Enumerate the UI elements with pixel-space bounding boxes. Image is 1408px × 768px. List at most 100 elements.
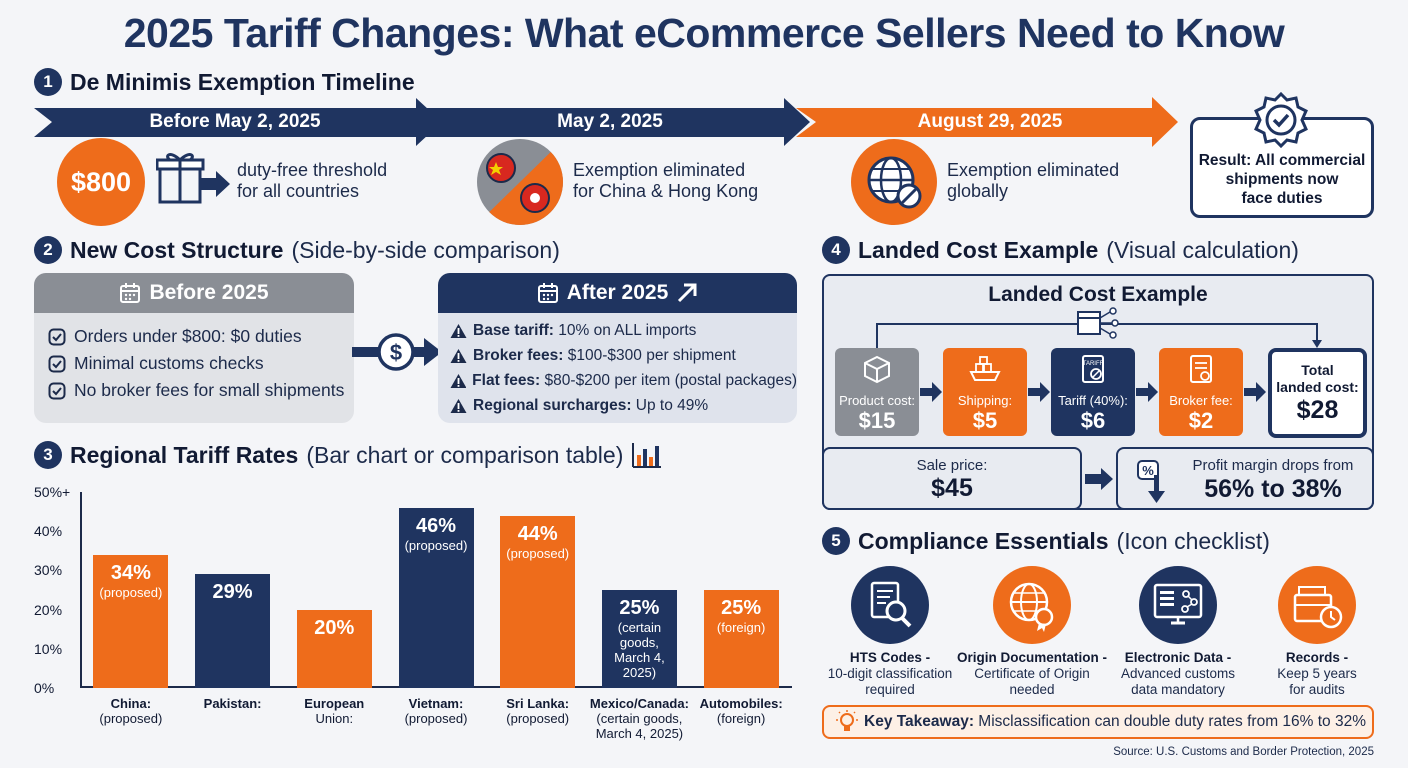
x-category-label: Sri Lanka: (proposed) <box>506 696 570 726</box>
bar <box>601 590 677 688</box>
section-4-heading: 4 Landed Cost Example (Visual calculatio… <box>822 236 1299 264</box>
bar <box>703 590 779 688</box>
after-item: Base tariff: 10% on ALL imports <box>450 318 797 343</box>
calendar-icon <box>120 283 141 303</box>
box-icon <box>864 355 890 384</box>
x-category-label: Pakistan: <box>203 696 262 711</box>
globe-blocked-icon <box>851 139 937 225</box>
timeline-arrow-before <box>34 108 438 137</box>
bar <box>296 609 372 688</box>
y-tick-label: 10% <box>34 640 63 657</box>
timeline-label-before: Before May 2, 2025 <box>149 111 321 132</box>
page-title: 2025 Tariff Changes: What eCommerce Sell… <box>123 10 1285 56</box>
timeline-label-may: May 2, 2025 <box>557 111 663 132</box>
compliance-electronic: Electronic Data - Advanced customs data ma… <box>1120 650 1236 697</box>
bar <box>93 554 169 688</box>
bar-value-label: 25% (certain goods, March 4, 2025) <box>614 597 665 680</box>
phase2-desc: Exemption eliminated for China & Hong Kon… <box>573 160 759 201</box>
percent-down-icon: % <box>1137 460 1165 503</box>
bar <box>195 574 271 688</box>
after-2025-card: After 2025 Base tariff: 10% on ALL impor… <box>438 273 797 423</box>
result-text: Result: All commercial shipments now face … <box>1198 152 1366 207</box>
section-number: 1 <box>34 68 62 96</box>
before-item: Minimal customs checks <box>48 350 354 377</box>
before-item: Orders under $800: $0 duties <box>48 323 354 350</box>
y-tick-label: 50%+ <box>34 484 71 500</box>
key-takeaway: Key Takeaway: Misclassification can doub… <box>822 705 1374 739</box>
y-tick-label: 40% <box>34 523 63 540</box>
section-5-heading: 5 Compliance Essentials (Icon checklist) <box>822 527 1270 555</box>
svg-text:$: $ <box>390 340 402 365</box>
bar-value-label: 44% (proposed) <box>506 522 570 561</box>
x-category-label: European Union: <box>304 696 365 726</box>
timeline-label-aug: August 29, 2025 <box>917 111 1063 132</box>
landed-cost-title: Landed Cost Example <box>988 283 1208 306</box>
x-category-label: China: (proposed) <box>99 696 163 726</box>
bar <box>500 515 576 688</box>
landed-flow-connectors <box>876 307 1322 402</box>
before-2025-card: Before 2025 Orders under $800: $0 duties… <box>34 273 354 423</box>
threshold-badge: $800 <box>57 138 145 226</box>
step-broker-fee: Broker fee: $2 <box>1159 348 1243 436</box>
bar-value-label: 20% <box>314 616 355 639</box>
timeline-arrow-may-body <box>420 108 808 137</box>
check-icon <box>48 355 66 372</box>
total-landed-cost: Total landed cost: $28 <box>1268 348 1367 438</box>
timeline-arrow-aug <box>796 97 1178 147</box>
source-note: Source: U.S. Customs and Border Protecti… <box>1113 746 1374 758</box>
section-1-heading: 1 De Minimis Exemption Timeline <box>34 68 415 96</box>
after-title: After 2025 <box>566 281 669 304</box>
broker-document-icon <box>1190 355 1212 383</box>
check-icon <box>48 328 66 345</box>
after-item: Regional surcharges: Up to 49% <box>450 393 797 418</box>
calendar-icon <box>537 283 558 303</box>
records-archive-icon <box>1278 566 1356 644</box>
gift-arrow-icon <box>156 153 230 204</box>
after-item: Flat fees: $80-$200 per item (postal pac… <box>450 368 797 393</box>
bar-value-label: 29% <box>212 581 253 604</box>
section-2-heading: 2 New Cost Structure (Side-by-side compa… <box>34 236 560 264</box>
warning-icon <box>450 398 467 413</box>
compliance-records: Records - Keep 5 years for audits <box>1277 650 1357 697</box>
step-shipping: Shipping: $5 <box>943 348 1027 436</box>
compliance-hts: HTS Codes -10-digit classification requir… <box>827 650 953 697</box>
verified-badge-icon <box>1254 92 1308 148</box>
dollar-arrow-icon: $ <box>352 333 442 371</box>
warning-icon <box>450 373 467 388</box>
sale-arrow-icon <box>1085 468 1113 490</box>
bar-value-label: 34% (proposed) <box>99 561 163 600</box>
warning-icon <box>450 348 467 363</box>
x-category-label: Automobiles: (foreign) <box>699 696 783 726</box>
check-icon <box>48 382 66 399</box>
lightbulb-icon <box>836 710 858 731</box>
sale-price-box: Sale price: $45 <box>822 447 1082 510</box>
before-item: No broker fees for small shipments <box>48 377 354 404</box>
timeline-arrows <box>34 97 1178 147</box>
step-product-cost: Product cost: $15 <box>835 348 919 436</box>
hts-codes-icon <box>851 566 929 644</box>
x-category-label: Vietnam: (proposed) <box>404 696 468 726</box>
origin-certificate-icon <box>993 566 1071 644</box>
bar-chart-icon <box>632 443 662 468</box>
before-title: Before 2025 <box>149 281 269 304</box>
ship-icon <box>969 356 1001 381</box>
phase3-desc: Exemption eliminated globally <box>947 160 1120 201</box>
compliance-origin: Origin Documentation - Certificate of Ori… <box>957 650 1107 697</box>
step-tariff: TARIFF Tariff (40%): $6 <box>1051 348 1135 436</box>
y-tick-label: 20% <box>34 601 63 618</box>
x-category-label: Mexico/Canada: (certain goods, March 4, 20… <box>589 696 689 741</box>
bar-value-label: 46% (proposed) <box>404 514 468 553</box>
profit-margin-box: % Profit margin drops from 56% to 38% <box>1116 447 1374 510</box>
after-item: Broker fees: $100-$300 per shipment <box>450 343 797 368</box>
section-3-heading: 3 Regional Tariff Rates (Bar chart or co… <box>34 441 663 469</box>
trend-up-icon <box>678 283 697 303</box>
svg-text:%: % <box>1142 463 1154 478</box>
bar-value-label: 25% (foreign) <box>716 597 766 635</box>
bar <box>398 507 474 688</box>
electronic-data-icon <box>1139 566 1217 644</box>
y-tick-label: 0% <box>34 680 55 696</box>
y-tick-label: 30% <box>34 562 63 579</box>
phase1-desc: duty-free threshold for all countries <box>237 160 388 201</box>
svg-text:TARIFF: TARIFF <box>1083 361 1104 367</box>
tariff-document-icon: TARIFF <box>1082 355 1104 383</box>
